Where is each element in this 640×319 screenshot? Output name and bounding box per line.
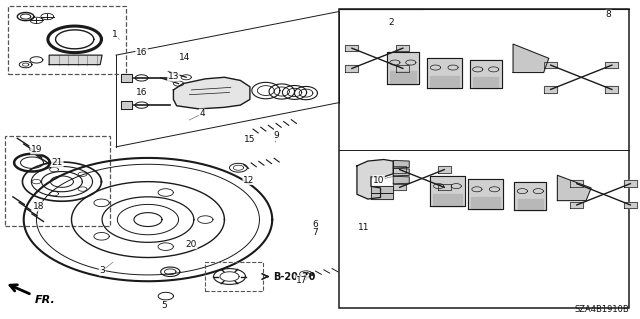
Polygon shape (427, 57, 462, 87)
Text: 15: 15 (244, 135, 255, 145)
Text: 11: 11 (358, 223, 369, 232)
Text: 19: 19 (31, 145, 42, 154)
Polygon shape (121, 74, 132, 82)
Bar (8, 6, 125, 74)
Polygon shape (387, 52, 419, 84)
Text: 5: 5 (161, 301, 167, 310)
Polygon shape (624, 181, 637, 187)
Polygon shape (430, 76, 459, 87)
Text: 20: 20 (186, 240, 197, 249)
Polygon shape (544, 86, 557, 93)
Polygon shape (518, 199, 543, 210)
Polygon shape (473, 77, 499, 88)
Text: FR.: FR. (35, 295, 55, 306)
Polygon shape (433, 194, 462, 206)
Polygon shape (470, 60, 502, 88)
Polygon shape (390, 71, 415, 84)
Polygon shape (173, 77, 250, 109)
Polygon shape (121, 101, 132, 109)
Text: SZA4B1910B: SZA4B1910B (574, 305, 629, 314)
Polygon shape (396, 65, 409, 71)
Bar (205, 262, 262, 291)
Text: B-20-30: B-20-30 (273, 271, 316, 281)
Text: 6: 6 (312, 220, 318, 229)
Text: 21: 21 (52, 158, 63, 167)
Text: 12: 12 (243, 175, 254, 185)
Text: 8: 8 (606, 10, 612, 19)
Polygon shape (570, 181, 583, 187)
Polygon shape (49, 55, 102, 65)
Text: 2: 2 (388, 19, 394, 27)
Polygon shape (371, 186, 394, 193)
Polygon shape (557, 175, 591, 201)
Bar (4, 136, 109, 226)
Polygon shape (513, 44, 548, 72)
Polygon shape (394, 167, 406, 173)
Polygon shape (471, 197, 500, 209)
Polygon shape (357, 160, 394, 199)
Text: 9: 9 (274, 131, 280, 140)
Text: 13: 13 (168, 72, 179, 81)
Polygon shape (515, 182, 546, 210)
Text: 4: 4 (199, 109, 205, 118)
Text: 14: 14 (179, 53, 191, 62)
Text: 10: 10 (373, 175, 385, 185)
Polygon shape (544, 62, 557, 68)
Polygon shape (570, 202, 583, 208)
Text: 17: 17 (296, 276, 308, 285)
Bar (339, 9, 629, 308)
Polygon shape (346, 45, 358, 51)
Polygon shape (605, 86, 618, 93)
Polygon shape (396, 45, 409, 51)
Text: 7: 7 (312, 228, 318, 237)
Polygon shape (394, 168, 409, 176)
Text: 16: 16 (136, 88, 147, 97)
Polygon shape (624, 202, 637, 208)
Polygon shape (430, 176, 465, 206)
Text: 3: 3 (99, 266, 105, 275)
Polygon shape (394, 160, 409, 168)
Polygon shape (468, 179, 503, 209)
Polygon shape (438, 167, 451, 173)
Polygon shape (394, 184, 406, 190)
Text: 16: 16 (136, 48, 147, 57)
Text: 18: 18 (33, 202, 44, 211)
Polygon shape (438, 184, 451, 190)
Polygon shape (346, 65, 358, 71)
Polygon shape (605, 62, 618, 68)
Text: 1: 1 (112, 30, 118, 39)
Polygon shape (394, 176, 409, 184)
Polygon shape (371, 193, 394, 199)
